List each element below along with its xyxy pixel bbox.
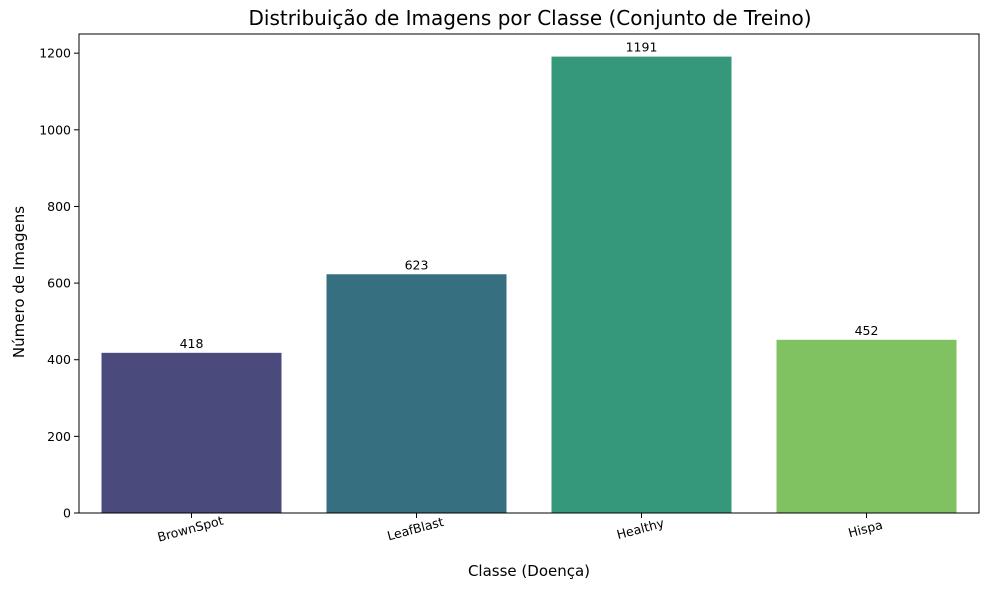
- y-tick-label: 400: [47, 352, 71, 367]
- y-tick-label: 200: [47, 429, 71, 444]
- y-tick-label: 0: [63, 506, 71, 521]
- y-axis-ticks: 0 200 400 600 800 1000 1200: [39, 46, 79, 521]
- bar-brownspot: [101, 352, 282, 513]
- y-tick-label: 1200: [39, 46, 71, 61]
- bar-value-label: 623: [405, 257, 429, 272]
- bars-group: [101, 56, 957, 514]
- chart-title: Distribuição de Imagens por Classe (Conj…: [248, 6, 811, 30]
- x-axis-label: Classe (Doença): [468, 562, 590, 580]
- bar-value-label: 418: [180, 336, 204, 351]
- x-axis-ticks: BrownSpot LeafBlast Healthy Hispa: [156, 513, 884, 545]
- y-tick-label: 800: [47, 199, 71, 214]
- y-tick-label: 1000: [39, 122, 71, 137]
- bar-value-labels: 418 623 1191 452: [180, 40, 879, 351]
- x-tick-label: BrownSpot: [156, 513, 225, 545]
- x-tick-label: LeafBlast: [386, 514, 446, 543]
- x-tick-label: Hispa: [846, 517, 884, 541]
- y-tick-label: 600: [47, 276, 71, 291]
- plot-area-frame: [78, 33, 980, 514]
- x-tick-label: Healthy: [615, 515, 666, 542]
- y-axis-label: Número de Imagens: [10, 206, 28, 358]
- bar-hispa: [776, 339, 957, 513]
- bar-leafblast: [326, 274, 507, 513]
- bar-value-label: 1191: [626, 40, 658, 55]
- bar-healthy: [551, 56, 732, 514]
- bar-value-label: 452: [855, 323, 879, 338]
